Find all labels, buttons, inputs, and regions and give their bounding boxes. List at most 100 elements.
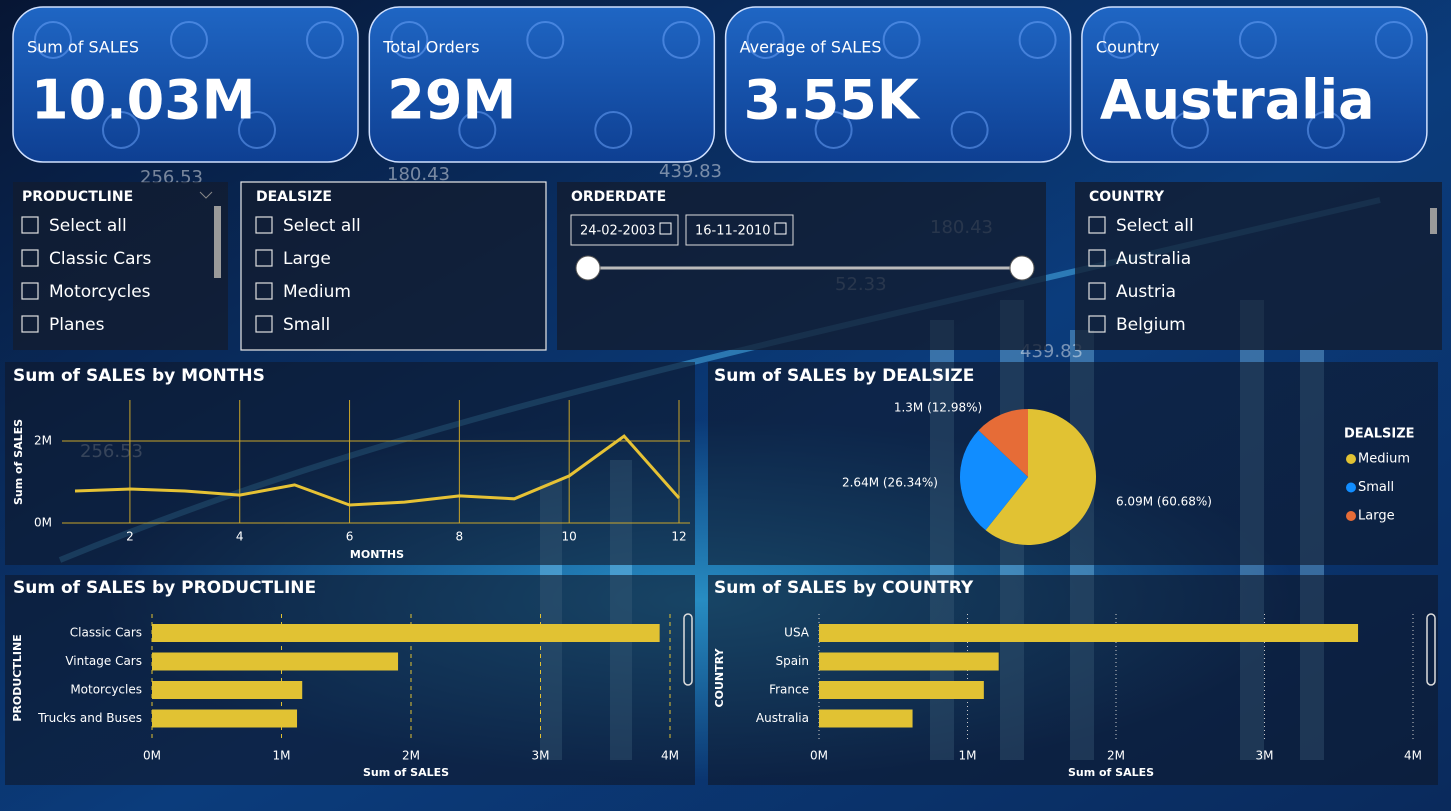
x-tick-label: 4 xyxy=(236,530,244,544)
checkbox[interactable] xyxy=(21,249,39,267)
legend-label: Medium xyxy=(1358,452,1410,467)
date-input[interactable] xyxy=(685,214,794,246)
scrollbar xyxy=(1430,208,1437,234)
y-tick-label: France xyxy=(769,683,809,697)
card-icon xyxy=(238,111,276,149)
kpi-value: Australia xyxy=(1100,69,1375,132)
slicer-item[interactable]: Planes xyxy=(49,315,105,335)
bar xyxy=(152,652,399,671)
chart-title: Sum of SALES by MONTHS xyxy=(13,366,265,386)
checkbox[interactable] xyxy=(255,315,273,333)
slicer-item[interactable]: Austria xyxy=(1116,282,1176,302)
card-icon xyxy=(1170,111,1209,149)
chart-panel xyxy=(708,575,1438,785)
slider-handle[interactable] xyxy=(575,255,601,281)
slicer-item[interactable]: Large xyxy=(283,249,331,269)
slicer-item[interactable]: Small xyxy=(283,315,330,335)
card-icon xyxy=(662,21,701,59)
x-tick-label: 1M xyxy=(959,749,977,763)
background-label: 439.83 xyxy=(659,161,722,182)
card-icon xyxy=(594,111,633,149)
kpi-card xyxy=(12,6,359,163)
background-label: 180.43 xyxy=(387,164,450,185)
y-tick-label: Vintage Cars xyxy=(65,654,142,668)
bar xyxy=(152,681,303,699)
date-input[interactable] xyxy=(570,214,679,246)
x-axis-label: MONTHS xyxy=(350,548,404,561)
card-icon xyxy=(390,21,429,59)
slicer-item[interactable]: Medium xyxy=(283,282,351,302)
card-icon xyxy=(814,111,853,149)
slicer-item[interactable]: Classic Cars xyxy=(49,249,151,269)
calendar-icon[interactable] xyxy=(774,222,787,235)
legend-swatch xyxy=(1346,482,1356,493)
checkbox[interactable] xyxy=(255,249,273,267)
data-label: 1.3M (12.98%) xyxy=(894,401,982,415)
slicer-item[interactable]: Select all xyxy=(283,216,361,236)
slicer-item[interactable]: Select all xyxy=(49,216,127,236)
checkbox[interactable] xyxy=(21,315,39,333)
bar xyxy=(819,624,1359,642)
slider-handle[interactable] xyxy=(1009,255,1035,281)
x-tick-label: 0M xyxy=(810,749,828,763)
legend-swatch xyxy=(1346,454,1356,464)
checkbox[interactable] xyxy=(21,282,39,300)
x-axis-label: Sum of SALES xyxy=(363,766,449,779)
y-axis-label: COUNTRY xyxy=(713,648,726,708)
checkbox[interactable] xyxy=(255,216,273,234)
slicer-panel xyxy=(557,182,1046,350)
checkbox[interactable] xyxy=(1088,315,1106,333)
x-tick-label: 4M xyxy=(661,749,679,763)
pie-slice xyxy=(978,409,1028,477)
kpi-card xyxy=(724,6,1072,163)
slicer-title: COUNTRY xyxy=(1089,189,1165,205)
y-tick-label: Classic Cars xyxy=(70,626,142,640)
kpi-value: 10.03M xyxy=(31,69,256,132)
scrollbar xyxy=(1426,613,1436,686)
slicer-panel xyxy=(240,181,547,351)
chart-title: Sum of SALES by PRODUCTLINE xyxy=(13,578,316,598)
x-axis-label: Sum of SALES xyxy=(1068,766,1154,779)
calendar-icon[interactable] xyxy=(659,222,672,235)
card-icon xyxy=(102,111,140,149)
y-axis-label: PRODUCTLINE xyxy=(11,634,24,721)
line-series xyxy=(74,434,681,507)
pie-slice xyxy=(960,430,1028,531)
date-value[interactable]: 16-11-2010 xyxy=(695,224,771,239)
y-tick-label: Motorcycles xyxy=(70,683,142,697)
y-tick-label: 0M xyxy=(34,516,52,530)
bar xyxy=(152,709,298,728)
x-tick-label: 3M xyxy=(532,749,550,763)
card-icon xyxy=(1102,21,1141,59)
legend-label: Small xyxy=(1358,480,1394,495)
card-icon xyxy=(882,21,921,59)
slicer-item[interactable]: Belgium xyxy=(1116,315,1186,335)
slicer-title: PRODUCTLINE xyxy=(22,189,133,205)
checkbox[interactable] xyxy=(255,282,273,300)
checkbox[interactable] xyxy=(1088,249,1106,267)
kpi-label: Country xyxy=(1096,38,1160,57)
x-tick-label: 2 xyxy=(126,530,134,544)
slicer-item[interactable]: Select all xyxy=(1116,216,1194,236)
legend-swatch xyxy=(1346,511,1356,521)
checkbox[interactable] xyxy=(1088,216,1106,234)
x-tick-label: 0M xyxy=(143,749,161,763)
x-tick-label: 1M xyxy=(273,749,291,763)
checkbox[interactable] xyxy=(21,216,39,234)
slicer-panel xyxy=(1075,182,1442,350)
checkbox[interactable] xyxy=(1088,282,1106,300)
slicer-item[interactable]: Motorcycles xyxy=(49,282,151,302)
kpi-label: Average of SALES xyxy=(740,38,882,57)
slicer-item[interactable]: Australia xyxy=(1116,249,1191,269)
slicer-panel xyxy=(13,182,228,350)
date-value[interactable]: 24-02-2003 xyxy=(580,224,656,239)
x-tick-label: 8 xyxy=(456,530,464,544)
card-icon xyxy=(1018,21,1057,59)
dropdown-chevron xyxy=(199,191,213,199)
kpi-card xyxy=(368,6,716,163)
legend-title: DEALSIZE xyxy=(1344,427,1415,442)
x-tick-label: 10 xyxy=(562,530,577,544)
x-tick-label: 12 xyxy=(671,530,686,544)
card-icon xyxy=(458,111,497,149)
